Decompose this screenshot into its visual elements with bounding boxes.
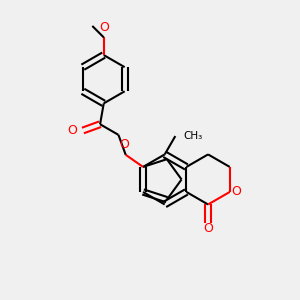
Text: O: O [231, 185, 241, 199]
Text: O: O [99, 21, 109, 34]
Text: O: O [203, 221, 213, 235]
Text: O: O [119, 138, 129, 151]
Text: CH₃: CH₃ [183, 131, 202, 141]
Text: O: O [68, 124, 78, 137]
